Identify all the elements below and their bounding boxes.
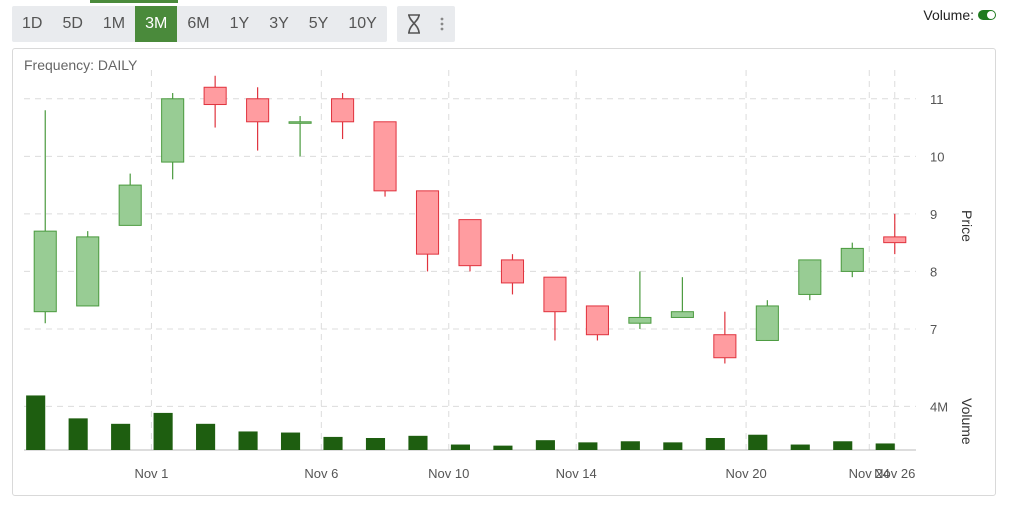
candle-body bbox=[76, 236, 100, 307]
candle-body bbox=[883, 236, 907, 244]
candle-body bbox=[840, 247, 864, 272]
candle-body bbox=[798, 259, 822, 295]
more-options-icon[interactable] bbox=[435, 12, 449, 36]
toggle-knob bbox=[987, 11, 995, 19]
volume-bar bbox=[450, 444, 470, 450]
range-button-1m[interactable]: 1M bbox=[102, 15, 126, 32]
candle-body bbox=[755, 305, 779, 341]
range-button-1d[interactable]: 1D bbox=[22, 15, 43, 32]
range-button-5d[interactable]: 5D bbox=[62, 15, 83, 32]
y-tick-label: 10 bbox=[930, 149, 944, 164]
range-button-3y[interactable]: 3Y bbox=[269, 15, 289, 32]
volume-bar bbox=[196, 423, 216, 450]
volume-toggle-wrap: Volume: bbox=[923, 7, 996, 23]
candle-body bbox=[713, 334, 737, 359]
volume-bar bbox=[705, 438, 725, 450]
volume-bar bbox=[365, 438, 386, 450]
y-tick-label: 8 bbox=[930, 264, 937, 279]
volume-bar bbox=[578, 442, 598, 450]
x-tick-label: Nov 14 bbox=[556, 466, 597, 481]
x-tick-label: Nov 6 bbox=[304, 466, 338, 481]
frequency-label: Frequency: DAILY bbox=[24, 57, 138, 73]
volume-bar bbox=[875, 443, 895, 450]
candle-body bbox=[585, 305, 609, 336]
candle-body bbox=[543, 276, 567, 313]
volume-bar bbox=[26, 395, 46, 450]
range-button-6m[interactable]: 6M bbox=[187, 15, 210, 32]
volume-bar bbox=[620, 441, 640, 450]
volume-bar bbox=[323, 436, 343, 450]
x-tick-label: Nov 26 bbox=[874, 466, 915, 481]
volume-bar bbox=[153, 412, 173, 450]
candle-body bbox=[373, 121, 397, 192]
candle-body bbox=[203, 86, 227, 106]
hourglass-icon[interactable] bbox=[403, 12, 425, 36]
volume-bar bbox=[663, 442, 683, 450]
volume-axis-title: Volume bbox=[959, 398, 975, 445]
range-button-1y[interactable]: 1Y bbox=[229, 15, 250, 32]
volume-bar bbox=[790, 444, 810, 450]
y-tick-label: 11 bbox=[930, 92, 944, 107]
x-tick-label: Nov 10 bbox=[428, 466, 469, 481]
price-axis-title: Price bbox=[959, 210, 975, 242]
x-tick-label: Nov 24 bbox=[849, 466, 890, 481]
range-selector: 1D 5D 1M 3M 6M 1Y 3Y 5Y 10Y bbox=[12, 6, 387, 42]
candle-body bbox=[288, 121, 312, 124]
volume-bar bbox=[535, 440, 555, 450]
x-tick-label: Nov 20 bbox=[725, 466, 766, 481]
range-button-3m[interactable]: 3M bbox=[135, 6, 178, 42]
candle-body bbox=[670, 311, 694, 318]
candle-body bbox=[500, 259, 525, 284]
candle-body bbox=[33, 230, 57, 313]
volume-bar bbox=[111, 423, 131, 450]
candle-body bbox=[331, 98, 355, 123]
candle-body bbox=[118, 184, 142, 226]
candle-body bbox=[161, 98, 185, 163]
tool-group bbox=[396, 6, 455, 42]
volume-bar bbox=[238, 431, 258, 450]
volume-bar bbox=[833, 441, 853, 450]
volume-bar bbox=[68, 418, 88, 450]
toolbar: 1D 5D 1M 3M 6M 1Y 3Y 5Y 10Y bbox=[12, 6, 455, 42]
volume-bar bbox=[748, 434, 768, 450]
y-tick-label: 9 bbox=[930, 207, 937, 222]
volume-bar bbox=[408, 435, 428, 450]
candle-body bbox=[628, 316, 652, 324]
y-tick-label: 7 bbox=[930, 322, 937, 337]
active-range-indicator bbox=[90, 0, 178, 3]
volume-bar bbox=[280, 432, 301, 450]
volume-tick-label: 4M bbox=[930, 399, 948, 414]
volume-toggle[interactable] bbox=[978, 10, 996, 20]
candle-body bbox=[415, 190, 440, 255]
volume-toggle-label: Volume: bbox=[923, 7, 974, 23]
candle-body bbox=[458, 219, 482, 267]
range-button-10y[interactable]: 10Y bbox=[348, 15, 377, 32]
chart-panel bbox=[12, 48, 996, 496]
x-tick-label: Nov 1 bbox=[134, 466, 168, 481]
candle-body bbox=[246, 98, 270, 123]
volume-bar bbox=[493, 445, 513, 450]
range-button-5y[interactable]: 5Y bbox=[308, 15, 329, 32]
